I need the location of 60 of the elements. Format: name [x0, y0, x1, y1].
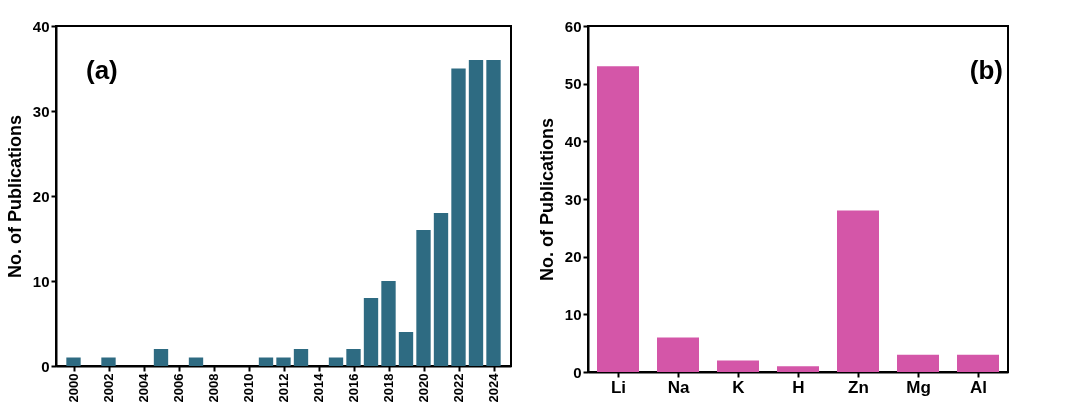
x-tick-label: Li	[610, 377, 627, 397]
bar	[101, 357, 116, 366]
bar	[717, 360, 759, 372]
bar	[957, 354, 999, 372]
x-tick-label: 2018	[381, 373, 396, 403]
y-tick-label: 30	[564, 190, 582, 208]
x-tick-label: 2016	[346, 373, 361, 403]
bar	[363, 298, 379, 366]
bar	[381, 281, 396, 366]
y-tick-label: 50	[564, 75, 582, 93]
x-tick-label: 2022	[451, 373, 466, 403]
bar	[398, 332, 414, 366]
x-tick-label: 2006	[171, 373, 186, 403]
bar	[777, 366, 819, 372]
x-tick-label: Zn	[848, 377, 869, 397]
bar	[486, 60, 501, 366]
bar	[468, 60, 484, 366]
y-tick-label: 40	[32, 17, 50, 35]
y-tick-label: 10	[32, 272, 50, 290]
x-tick-label: Al	[970, 377, 987, 397]
x-tick-label: H	[792, 377, 805, 397]
x-tick-label: 2014	[311, 372, 326, 403]
x-tick-label: 2024	[486, 372, 501, 403]
x-tick-label: K	[732, 377, 746, 397]
y-tick-label: 0	[41, 357, 50, 375]
y-tick-label: 60	[564, 17, 582, 35]
x-tick-label: Mg	[906, 377, 931, 397]
annotation: (a)	[86, 55, 118, 85]
bar	[293, 349, 309, 366]
y-axis-title: No. of Publications	[4, 114, 25, 279]
bar	[597, 66, 639, 372]
bar	[657, 337, 699, 372]
y-tick-label: 40	[564, 132, 582, 150]
bar	[897, 354, 939, 372]
y-tick-label: 10	[564, 305, 582, 323]
bar	[346, 349, 361, 366]
bar	[66, 357, 81, 366]
y-tick-label: 20	[564, 248, 582, 266]
x-tick-label: Na	[667, 377, 690, 397]
bar	[258, 357, 274, 366]
y-tick-label: 20	[32, 187, 50, 205]
bar	[416, 230, 431, 366]
bar	[276, 357, 291, 366]
y-tick-label: 0	[573, 363, 582, 381]
x-tick-label: 2002	[101, 373, 116, 403]
x-tick-label: 2004	[136, 372, 151, 403]
x-tick-label: 2008	[206, 373, 221, 403]
bar	[328, 357, 344, 366]
bar	[153, 349, 169, 366]
x-tick-label: 2010	[241, 373, 256, 403]
bar	[837, 210, 879, 372]
y-axis-title: No. of Publications	[536, 117, 557, 282]
bar	[188, 357, 204, 366]
x-tick-label: 2012	[276, 373, 291, 403]
x-tick-label: 2020	[416, 373, 431, 403]
y-tick-label: 30	[32, 102, 50, 120]
bar	[433, 213, 449, 366]
bar	[451, 68, 466, 366]
annotation: (b)	[969, 55, 1003, 85]
x-tick-label: 2000	[66, 373, 81, 403]
